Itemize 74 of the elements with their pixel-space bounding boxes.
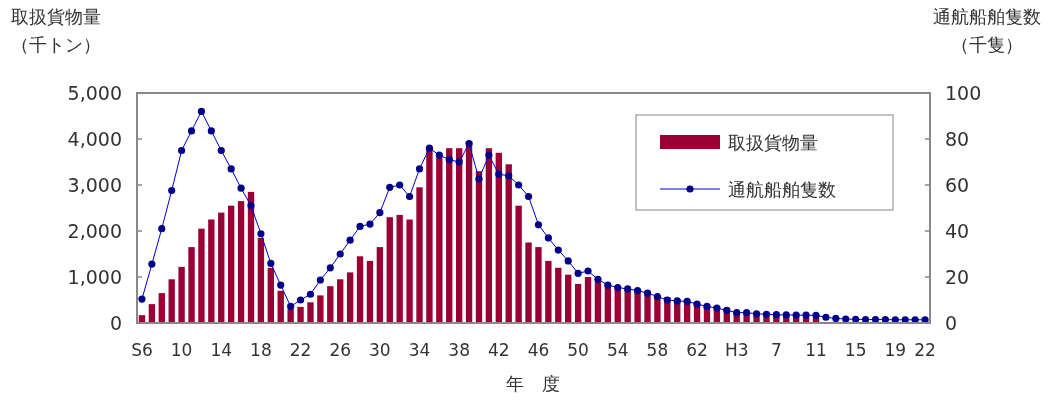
x-tick-label: 58 <box>646 340 669 360</box>
x-tick-label: 38 <box>448 340 470 360</box>
y2-tick-label: 0 <box>945 312 958 334</box>
x-tick-label: 15 <box>844 340 867 360</box>
bar <box>188 247 195 323</box>
bar <box>565 274 572 323</box>
bar <box>545 260 552 323</box>
bar <box>535 247 542 323</box>
bar <box>455 148 463 323</box>
x-tick-label: S6 <box>131 340 153 360</box>
y-tick-label: 1,000 <box>67 266 122 288</box>
x-tick-label: 50 <box>567 340 589 360</box>
bar <box>346 272 354 323</box>
x-tick-label: 11 <box>805 340 827 360</box>
y-tick-label: 2,000 <box>67 220 122 242</box>
y2-axis-title: 通航船舶隻数（千隻） <box>931 5 1042 57</box>
bar <box>574 283 582 323</box>
bar <box>337 279 344 323</box>
legend-label: 通航船舶隻数 <box>728 179 836 200</box>
y-axis-title: 取扱貨物量（千トン） <box>9 5 102 57</box>
bar <box>198 228 205 323</box>
bar <box>396 214 403 323</box>
x-tick-label: 7 <box>770 340 782 360</box>
bar <box>406 219 413 323</box>
y2-tick-label: 100 <box>945 82 982 104</box>
bar <box>515 205 522 323</box>
bar <box>366 260 374 323</box>
x-tick-label: 54 <box>606 340 629 360</box>
y-tick-label: 4,000 <box>67 128 122 150</box>
bar <box>386 217 393 323</box>
bar <box>307 302 314 323</box>
bar <box>525 242 532 323</box>
bar <box>376 247 384 323</box>
bar <box>317 295 324 323</box>
y-tick-label: 5,000 <box>67 82 122 104</box>
x-tick-label: 22 <box>914 340 936 360</box>
bar <box>237 201 245 323</box>
bar <box>327 286 334 323</box>
legend-label: 取扱貨物量 <box>728 132 818 153</box>
x-tick-label: 22 <box>289 340 312 360</box>
bar <box>495 152 502 323</box>
y2-tick-label: 60 <box>945 174 970 196</box>
bar <box>228 205 235 323</box>
bar <box>247 191 255 323</box>
bar <box>218 212 225 323</box>
bar <box>208 219 215 323</box>
y-tick-label: 3,000 <box>67 174 122 196</box>
x-tick-label: 14 <box>210 340 233 360</box>
bar <box>485 148 493 323</box>
x-tick-label: 26 <box>329 340 352 360</box>
x-tick-label: 19 <box>884 340 907 360</box>
bar <box>168 279 175 323</box>
x-tick-label: 42 <box>487 340 510 360</box>
bar <box>505 164 512 323</box>
bar <box>555 267 562 323</box>
bar <box>356 256 364 323</box>
x-tick-label: 62 <box>686 340 708 360</box>
bar <box>148 304 156 323</box>
x-tick-label: 34 <box>408 340 431 360</box>
x-axis-title: 年 度 <box>505 372 561 396</box>
bar <box>475 171 483 323</box>
x-tick-label: 10 <box>170 340 193 360</box>
y-tick-label: 0 <box>109 312 122 334</box>
x-tick-label: 18 <box>250 340 272 360</box>
y2-tick-label: 80 <box>945 128 970 150</box>
x-tick-label: 46 <box>527 340 550 360</box>
x-tick-label: H3 <box>724 340 749 360</box>
bar <box>416 187 423 323</box>
y2-tick-label: 20 <box>945 266 970 288</box>
bar <box>446 148 453 323</box>
y2-tick-label: 40 <box>945 220 970 242</box>
bar <box>158 293 165 323</box>
x-tick-label: 30 <box>369 340 391 360</box>
bar <box>178 266 185 323</box>
